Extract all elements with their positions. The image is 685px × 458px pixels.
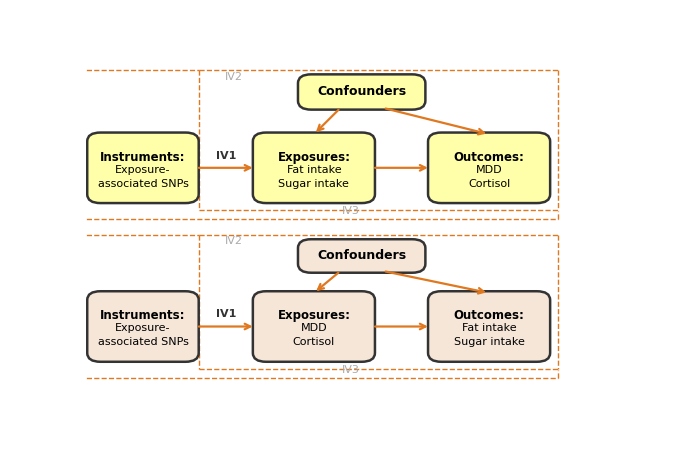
Text: Confounders: Confounders — [317, 250, 406, 262]
Text: Fat intake
Sugar intake: Fat intake Sugar intake — [279, 164, 349, 189]
Text: IV2: IV2 — [225, 236, 243, 246]
Text: IV3: IV3 — [342, 365, 360, 375]
Text: Exposure-
associated SNPs: Exposure- associated SNPs — [97, 164, 188, 189]
Text: Exposures:: Exposures: — [277, 151, 351, 164]
Text: MDD
Cortisol: MDD Cortisol — [468, 164, 510, 189]
FancyBboxPatch shape — [87, 132, 199, 203]
FancyBboxPatch shape — [253, 132, 375, 203]
Text: Outcomes:: Outcomes: — [453, 151, 525, 164]
Text: IV1: IV1 — [216, 151, 236, 161]
Text: IV3: IV3 — [342, 206, 360, 216]
Text: IV1: IV1 — [216, 310, 236, 320]
FancyBboxPatch shape — [298, 74, 425, 109]
Text: Outcomes:: Outcomes: — [453, 310, 525, 322]
Text: Exposures:: Exposures: — [277, 310, 351, 322]
FancyBboxPatch shape — [428, 291, 550, 362]
Text: MDD
Cortisol: MDD Cortisol — [292, 323, 335, 347]
FancyBboxPatch shape — [428, 132, 550, 203]
Text: IV2: IV2 — [225, 71, 243, 82]
Text: Instruments:: Instruments: — [100, 151, 186, 164]
Text: Fat intake
Sugar intake: Fat intake Sugar intake — [453, 323, 525, 347]
FancyBboxPatch shape — [253, 291, 375, 362]
FancyBboxPatch shape — [298, 239, 425, 273]
Text: Confounders: Confounders — [317, 86, 406, 98]
FancyBboxPatch shape — [87, 291, 199, 362]
Text: Exposure-
associated SNPs: Exposure- associated SNPs — [97, 323, 188, 347]
Text: Instruments:: Instruments: — [100, 310, 186, 322]
